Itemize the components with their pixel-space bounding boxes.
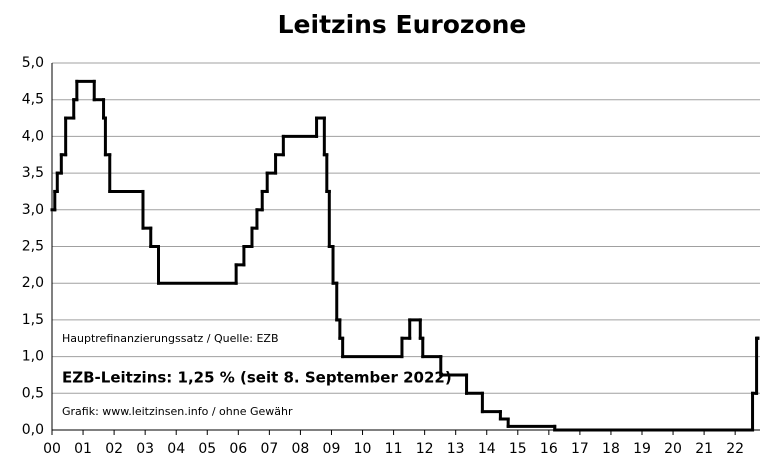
x-tick-label: 09: [323, 441, 341, 457]
x-tick-label: 22: [726, 441, 744, 457]
y-tick-label: 2,0: [22, 275, 44, 291]
x-tick-label: 18: [602, 441, 620, 457]
x-tick-label: 10: [354, 441, 372, 457]
y-tick-label: 4,5: [22, 92, 44, 108]
x-tick-label: 13: [447, 441, 465, 457]
x-tick-label: 21: [695, 441, 713, 457]
x-tick-label: 20: [664, 441, 682, 457]
x-tick-label: 16: [540, 441, 558, 457]
x-tick-label: 03: [136, 441, 154, 457]
annotation: Hauptrefinanzierungssatz / Quelle: EZB: [62, 332, 279, 345]
x-tick-label: 07: [260, 441, 278, 457]
y-tick-label: 5,0: [22, 55, 44, 71]
y-tick-label: 4,0: [22, 128, 44, 144]
y-tick-label: 2,5: [22, 239, 44, 255]
x-tick-label: 05: [198, 441, 216, 457]
x-tick-label: 08: [292, 441, 310, 457]
y-tick-label: 1,5: [22, 312, 44, 328]
y-tick-label: 3,0: [22, 202, 44, 218]
x-tick-label: 15: [509, 441, 527, 457]
x-tick-label: 02: [105, 441, 123, 457]
x-tick-label: 01: [74, 441, 92, 457]
x-tick-label: 00: [43, 441, 61, 457]
y-tick-label: 0,5: [22, 385, 44, 401]
annotation: Grafik: www.leitzinsen.info / ohne Gewäh…: [62, 405, 293, 418]
y-tick-label: 0,0: [22, 422, 44, 438]
y-tick-label: 1,0: [22, 349, 44, 365]
x-tick-label: 14: [478, 441, 496, 457]
x-tick-label: 06: [229, 441, 247, 457]
x-tick-label: 12: [416, 441, 434, 457]
x-tick-label: 17: [571, 441, 589, 457]
x-tick-label: 11: [385, 441, 403, 457]
x-tick-label: 19: [633, 441, 651, 457]
y-tick-label: 3,5: [22, 165, 44, 181]
x-tick-label: 04: [167, 441, 185, 457]
annotation: EZB-Leitzins: 1,25 % (seit 8. September …: [62, 369, 452, 387]
chart-title: Leitzins Eurozone: [278, 10, 527, 39]
